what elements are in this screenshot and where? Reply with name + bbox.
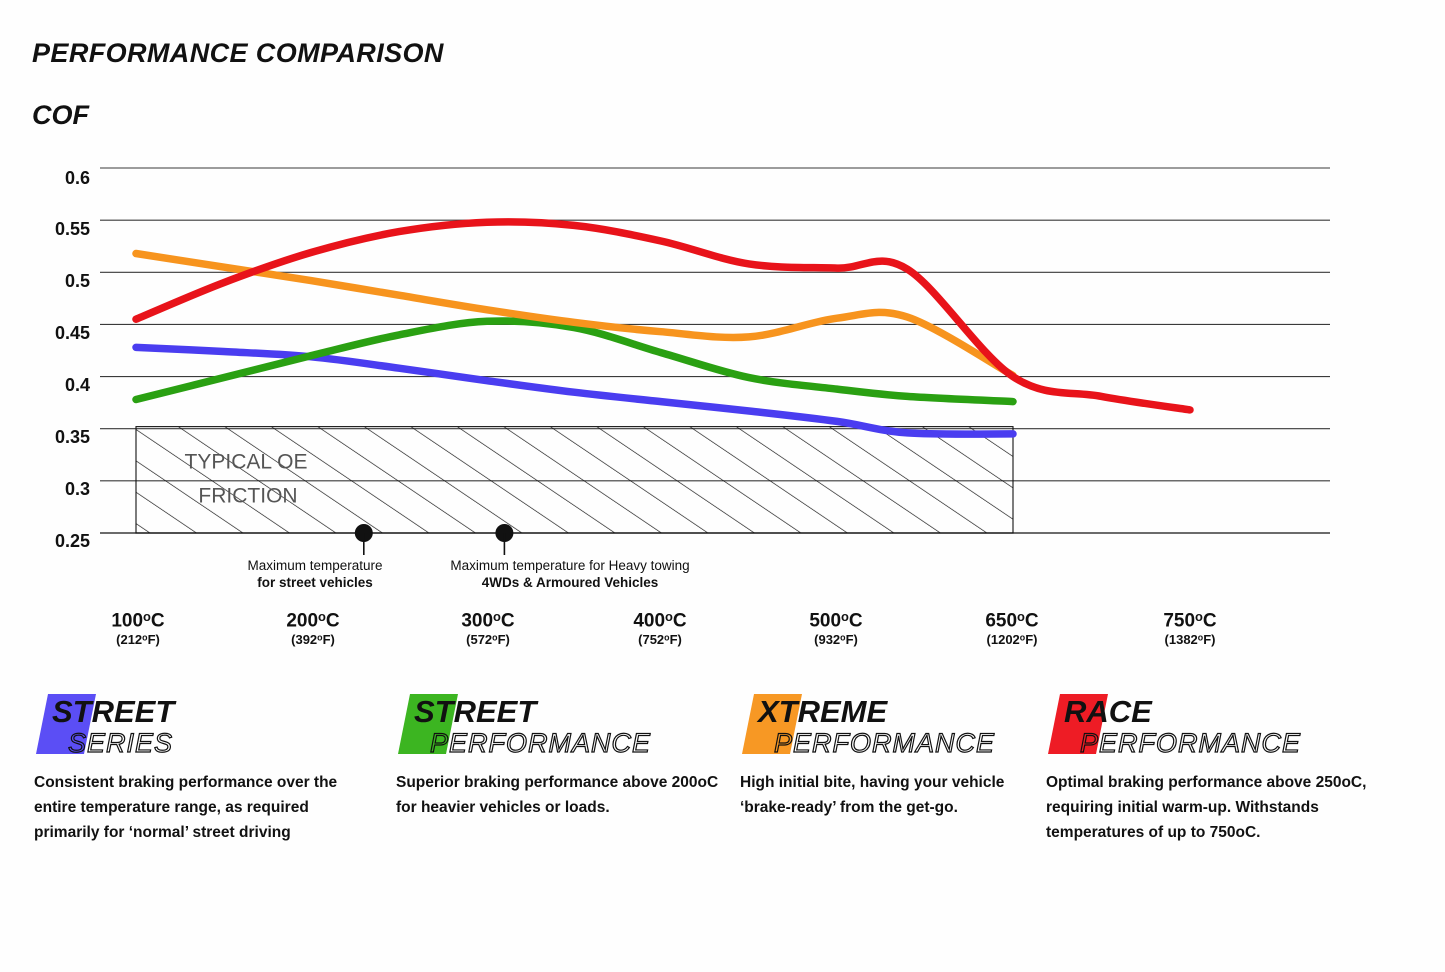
x-label-100: 100oC (212oF) [68, 609, 208, 648]
cof-line-chart: TYPICAL OE FRICTION [0, 150, 1445, 570]
series-line-street-series [132, 343, 1017, 438]
logo-word1: STREET [52, 694, 177, 729]
y-tick-2: 0.5 [64, 271, 90, 291]
x-label-500-fahrenheit: (932oF) [814, 632, 858, 648]
y-tick-6: 0.3 [64, 479, 90, 499]
typical-oe-band: TYPICAL OE FRICTION [135, 426, 1014, 534]
logo-word2: PERFORMANCE [774, 728, 995, 758]
marker-annotation-street: Maximum temperature for street vehicles [155, 558, 475, 592]
legend-description-xtreme-performance: High initial bite, having your vehicle ‘… [740, 774, 1005, 817]
x-label-400-fahrenheit: (752oF) [638, 632, 682, 648]
series-line-street-performance [132, 317, 1017, 406]
series-line-xtreme-performance [132, 249, 1017, 380]
logo-badge [742, 694, 802, 754]
logo-word1: XTREME [756, 694, 889, 729]
logo-street-series: STREET SERIES [34, 688, 374, 760]
legend-description-street-performance: Superior braking performance above 200oC… [396, 774, 719, 817]
logo-word1: RACE [1064, 694, 1153, 729]
marker-towing-line2: 4WDs & Armoured Vehicles [481, 574, 659, 590]
legend-item-xtreme-performance: XTREME PERFORMANCE High initial bite, hav… [740, 688, 1030, 820]
x-label-200: 200oC (392oF) [243, 609, 383, 648]
legend-item-race-performance: RACE PERFORMANCE Optimal braking performa… [1046, 688, 1376, 845]
logo-word2: PERFORMANCE [1080, 728, 1301, 758]
oe-band-rect [135, 426, 1014, 534]
y-tick-3: 0.45 [54, 323, 90, 343]
chart-svg: TYPICAL OE FRICTION [100, 167, 1330, 555]
axis-title-cof: COF [32, 100, 89, 130]
x-axis-labels: 100oC (212oF) 200oC (392oF) 300oC (572oF… [0, 600, 1445, 660]
legend-item-street-performance: STREET PERFORMANCE Superior braking perfo… [396, 688, 726, 820]
x-label-300-celsius: 300oC [461, 609, 515, 632]
x-label-750-celsius: 750oC [1163, 609, 1217, 632]
logo-word2: SERIES [68, 728, 173, 758]
x-label-650: 650oC (1202oF) [942, 609, 1082, 648]
marker-annotation-towing: Maximum temperature for Heavy towing 4WD… [330, 558, 810, 592]
logo-word1: STREET [414, 694, 539, 729]
series-lines [132, 218, 1194, 438]
x-label-500: 500oC (932oF) [766, 609, 906, 648]
oe-band-label-2: FRICTION [198, 485, 297, 508]
legend-description-street-series: Consistent braking performance over the … [34, 774, 338, 842]
logo-badge [398, 694, 458, 754]
x-label-400: 400oC (752oF) [590, 609, 730, 648]
y-tick-4: 0.4 [64, 375, 90, 395]
logo-street-performance: STREET PERFORMANCE [396, 688, 726, 760]
gridlines [100, 167, 1330, 534]
x-label-400-celsius: 400oC [633, 609, 687, 632]
oe-band-label-1: TYPICAL OE [185, 451, 308, 474]
y-tick-0: 0.6 [64, 168, 90, 188]
marker-street-line1: Maximum temperature [247, 558, 383, 573]
x-label-650-celsius: 650oC [985, 609, 1039, 632]
x-label-200-fahrenheit: (392oF) [291, 632, 335, 648]
y-tick-5: 0.35 [54, 427, 90, 447]
logo-badge [36, 694, 96, 754]
legend-description-race-performance: Optimal braking performance above 250oC,… [1046, 774, 1367, 842]
series-line-race-performance [132, 218, 1194, 414]
logo-xtreme-performance: XTREME PERFORMANCE [740, 688, 1030, 760]
x-label-200-celsius: 200oC [286, 609, 340, 632]
logo-race-performance: RACE PERFORMANCE [1046, 688, 1376, 760]
logo-word2: PERFORMANCE [430, 728, 651, 758]
logo-badge [1048, 694, 1108, 754]
x-label-650-fahrenheit: (1202oF) [986, 632, 1038, 648]
product-legend: STREET SERIES Consistent braking performa… [0, 688, 1445, 958]
x-label-750-fahrenheit: (1382oF) [1164, 632, 1216, 648]
x-label-100-celsius: 100oC [111, 609, 165, 632]
page-title: PERFORMANCE COMPARISON [32, 38, 444, 68]
y-tick-1: 0.55 [54, 219, 90, 239]
x-label-300-fahrenheit: (572oF) [466, 632, 510, 648]
x-label-100-fahrenheit: (212oF) [116, 632, 160, 648]
x-label-750: 750oC (1382oF) [1120, 609, 1260, 648]
x-label-500-celsius: 500oC [809, 609, 863, 632]
temperature-markers [354, 524, 514, 555]
legend-item-street-series: STREET SERIES Consistent braking performa… [34, 688, 374, 845]
x-label-300: 300oC (572oF) [418, 609, 558, 648]
marker-street-line2: for street vehicles [257, 574, 373, 590]
y-tick-7: 0.25 [54, 531, 90, 551]
marker-towing-line1: Maximum temperature for Heavy towing [450, 558, 690, 573]
